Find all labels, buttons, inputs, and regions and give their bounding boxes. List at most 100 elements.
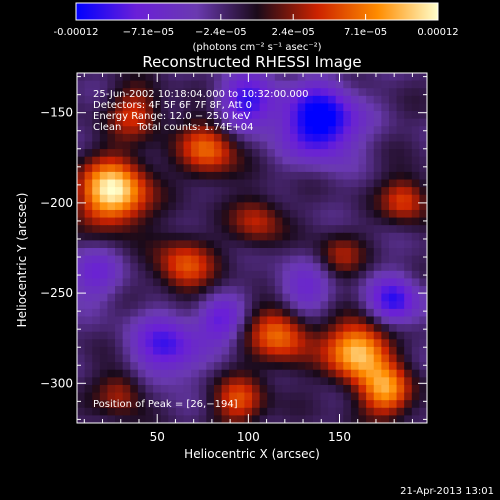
heatmap-cell (252, 308, 261, 317)
colorbar-ticks: -0.00012 −7.1e−05 −2.4e−05 2.4e−05 7.1e−05 0.… (54, 14, 459, 38)
heatmap-cell (388, 415, 398, 423)
heatmap-cell (99, 286, 108, 295)
heatmap-cell (122, 164, 131, 173)
heatmap-cell (168, 248, 177, 257)
heatmap-cell (282, 263, 291, 272)
heatmap-cell (244, 377, 253, 386)
heatmap-cell (236, 286, 245, 295)
heatmap-cell (388, 369, 398, 378)
heatmap-cell (419, 171, 427, 181)
heatmap-cell (252, 316, 261, 325)
heatmap-cell (84, 103, 93, 112)
heatmap-cell (168, 324, 177, 333)
heatmap-cell (244, 240, 253, 249)
heatmap-cell (358, 133, 367, 142)
heatmap-cell (213, 354, 223, 363)
heatmap-cell (130, 400, 139, 409)
heatmap-cell (290, 240, 299, 249)
heatmap-cell (84, 164, 93, 173)
heatmap-cell (290, 248, 299, 257)
heatmap-cell (396, 346, 405, 356)
heatmap-cell (160, 202, 169, 211)
heatmap-cell (388, 95, 398, 104)
heatmap-cell (198, 111, 207, 120)
heatmap-cell (297, 80, 306, 89)
heatmap-cell (77, 80, 86, 89)
heatmap-cell (191, 202, 200, 211)
heatmap-cell (107, 217, 116, 226)
heatmap-cell (92, 346, 101, 356)
heatmap-cell (244, 278, 253, 287)
heatmap-cell (396, 88, 405, 97)
heatmap-cell (160, 118, 169, 127)
heatmap-cell (145, 369, 154, 378)
heatmap-cell (99, 392, 108, 401)
heatmap-cell (388, 202, 398, 211)
heatmap-cell (244, 248, 253, 257)
heatmap-cell (77, 354, 86, 363)
heatmap-cell (305, 187, 314, 196)
heatmap-cell (122, 209, 131, 219)
heatmap-cell (396, 263, 405, 272)
heatmap-cell (115, 88, 124, 97)
heatmap-cell (168, 407, 177, 416)
heatmap-cell (419, 80, 427, 89)
heatmap-cell (358, 217, 367, 226)
heatmap-cell (320, 415, 329, 423)
heatmap-cell (206, 331, 215, 340)
heatmap-cell (297, 103, 306, 112)
heatmap-cell (358, 255, 367, 264)
heatmap-cell (191, 377, 200, 386)
heatmap-cell (244, 263, 253, 272)
heatmap-cell (305, 80, 314, 89)
heatmap-cell (244, 270, 253, 279)
heatmap-cell (84, 88, 93, 97)
heatmap-cell (411, 377, 420, 386)
heatmap-cell (84, 240, 93, 249)
peak-position-label: Position of Peak = [26,−194] (93, 399, 238, 410)
heatmap-cell (153, 141, 162, 150)
heatmap-cell (358, 179, 367, 188)
heatmap-cell (396, 369, 405, 378)
heatmap-cell (213, 308, 223, 317)
heatmap-cell (244, 217, 253, 226)
heatmap-cell (213, 133, 223, 142)
heatmap-cell (320, 240, 329, 249)
heatmap-cell (107, 248, 116, 257)
heatmap-cell (115, 263, 124, 272)
heatmap-cell (229, 331, 238, 340)
heatmap-cell (77, 301, 86, 310)
heatmap-cell (92, 202, 101, 211)
heatmap-cell (343, 270, 352, 279)
heatmap-cell (411, 202, 420, 211)
heatmap-cell (388, 255, 398, 264)
heatmap-cell (244, 346, 253, 356)
heatmap-cell (175, 202, 185, 211)
heatmap-cell (130, 308, 139, 317)
heatmap-cell (168, 369, 177, 378)
heatmap-cell (168, 415, 177, 423)
heatmap-cell (388, 301, 398, 310)
heatmap-cell (145, 209, 154, 219)
heatmap-cell (137, 384, 146, 394)
info-energy-range: Energy Range: 12.0 − 25.0 keV (93, 111, 250, 122)
heatmap-cell (107, 286, 116, 295)
heatmap-cell (358, 156, 367, 165)
heatmap-cell (137, 407, 146, 416)
heatmap-cell (213, 278, 223, 287)
heatmap-cell (328, 217, 337, 226)
heatmap-cell (381, 209, 390, 219)
heatmap-cell (373, 308, 382, 317)
heatmap-cell (213, 384, 223, 394)
heatmap-cell (107, 301, 116, 310)
heatmap-cell (221, 232, 230, 241)
heatmap-cell (328, 263, 337, 272)
heatmap-cell (145, 324, 154, 333)
heatmap-cell (259, 354, 268, 363)
heatmap-cell (213, 369, 223, 378)
heatmap-cell (160, 392, 169, 401)
heatmap-cell (168, 217, 177, 226)
heatmap-cell (145, 331, 154, 340)
heatmap-cell (145, 133, 154, 142)
heatmap-cell (206, 407, 215, 416)
